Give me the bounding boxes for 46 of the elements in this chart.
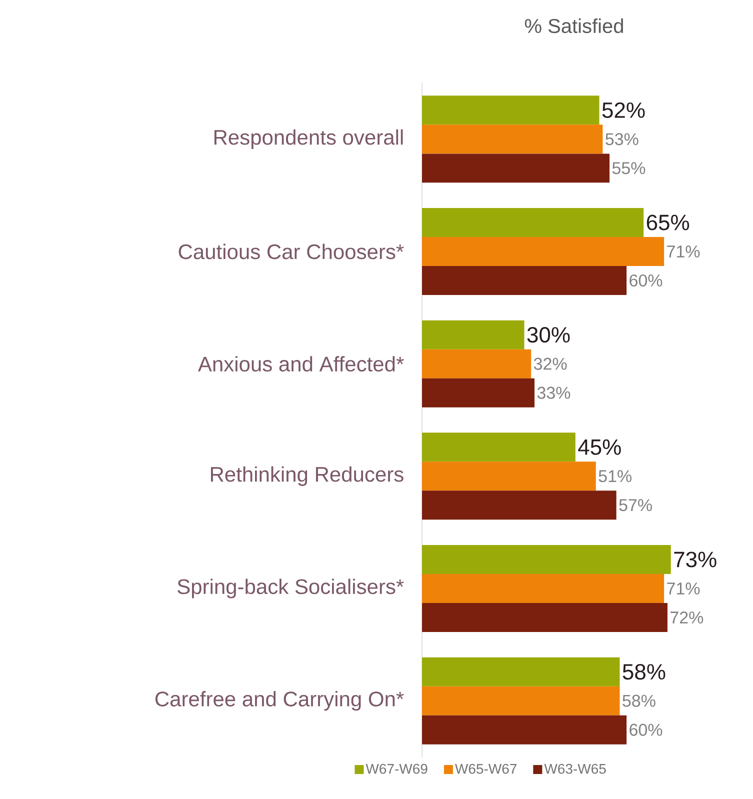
data-label: 65% bbox=[646, 214, 690, 230]
bar bbox=[422, 320, 524, 350]
legend-label: W63-W65 bbox=[544, 764, 606, 774]
bar bbox=[422, 686, 620, 716]
data-label: 32% bbox=[534, 358, 567, 370]
bar bbox=[422, 602, 668, 632]
bar bbox=[422, 154, 610, 183]
bar bbox=[422, 208, 644, 237]
bar bbox=[422, 657, 620, 686]
y-tick-label: Carefree and Carrying On* bbox=[155, 691, 404, 711]
bar bbox=[422, 124, 603, 154]
data-label: 71% bbox=[667, 582, 700, 594]
bar bbox=[422, 432, 576, 462]
data-label: 71% bbox=[667, 246, 700, 258]
bar bbox=[422, 237, 664, 266]
bar bbox=[422, 96, 600, 125]
chart-title: % Satisfied bbox=[524, 18, 623, 34]
data-label: 58% bbox=[622, 664, 666, 680]
y-tick-label: Rethinking Reducers bbox=[210, 466, 404, 486]
bar bbox=[422, 378, 535, 408]
data-label: 52% bbox=[602, 102, 645, 118]
y-tick-label: Spring-back Socialisers* bbox=[178, 578, 404, 598]
data-label: 51% bbox=[598, 470, 632, 482]
y-tick-label: Cautious Car Choosers* bbox=[178, 244, 404, 260]
data-label: 60% bbox=[630, 274, 662, 287]
bar bbox=[422, 462, 596, 491]
data-label: 73% bbox=[674, 552, 716, 568]
bar bbox=[422, 490, 616, 520]
data-label: 57% bbox=[619, 499, 652, 512]
bar bbox=[422, 574, 664, 603]
bar bbox=[422, 349, 532, 378]
y-tick-label: Anxious and Affected* bbox=[198, 356, 404, 372]
data-label: 30% bbox=[527, 327, 570, 343]
bar bbox=[422, 266, 627, 295]
bar bbox=[422, 544, 671, 574]
data-label: 60% bbox=[630, 724, 662, 736]
data-label: 33% bbox=[537, 386, 570, 399]
y-tick-label: Respondents overall bbox=[214, 129, 403, 149]
bar bbox=[422, 715, 627, 744]
legend-label: W65-W67 bbox=[455, 764, 516, 774]
data-label: 72% bbox=[670, 612, 704, 624]
data-label: 45% bbox=[578, 439, 621, 455]
data-label: 53% bbox=[606, 133, 638, 146]
legend-label: W67-W69 bbox=[366, 764, 428, 774]
data-label: 58% bbox=[622, 694, 656, 707]
data-label: 55% bbox=[612, 162, 646, 174]
